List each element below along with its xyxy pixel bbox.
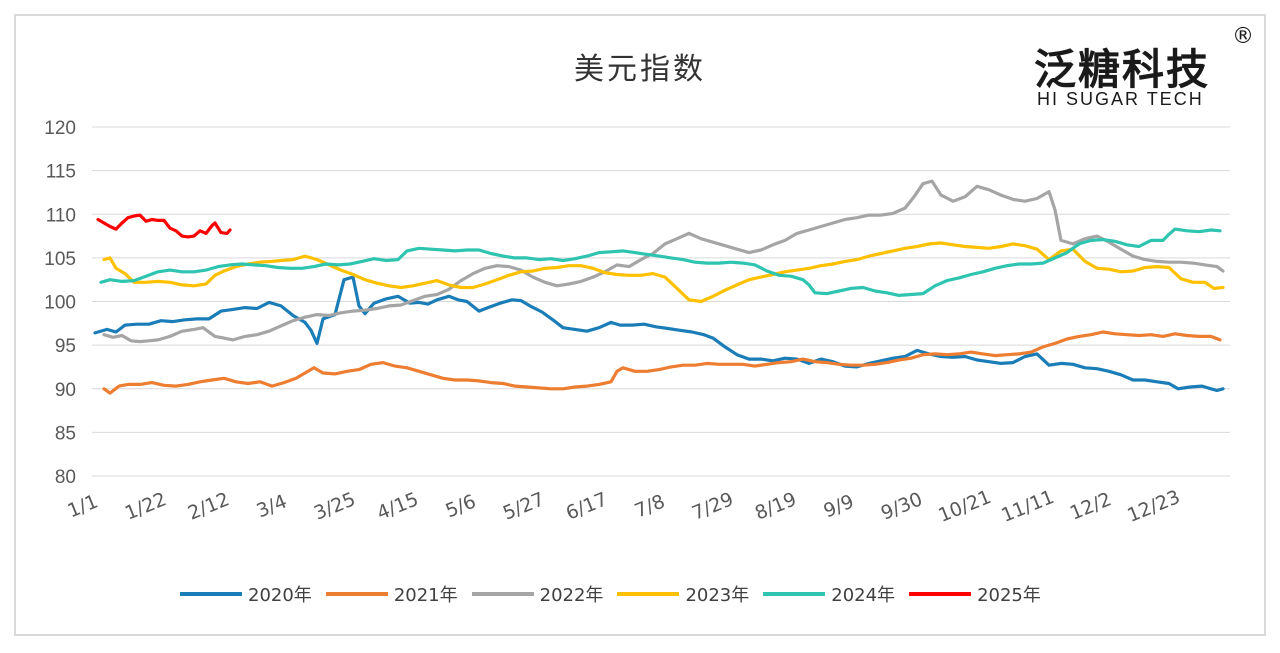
series-line-1 <box>102 330 1222 395</box>
legend-item: 2023年 <box>617 581 749 607</box>
y-tick-label: 95 <box>55 336 76 357</box>
legend-label: 2023年 <box>685 585 750 606</box>
legend-item: 2024年 <box>763 581 895 607</box>
legend-label: 2025年 <box>977 585 1041 606</box>
x-tick-label: 6/17 <box>563 488 611 524</box>
x-tick-label: 7/8 <box>631 491 668 523</box>
y-tick-label: 100 <box>44 293 76 314</box>
series-line-3 <box>102 241 1225 304</box>
registered-mark-icon: ® <box>1232 24 1254 49</box>
x-tick-label: 7/29 <box>689 488 737 524</box>
series-line-2 <box>102 179 1225 344</box>
series-line-4 <box>99 227 1222 297</box>
x-tick-label: 4/15 <box>374 488 422 524</box>
legend-swatch <box>471 592 534 596</box>
x-tick-label: 3/4 <box>253 491 290 523</box>
y-tick-label: 110 <box>46 205 76 226</box>
chart-title: 美元指数 <box>574 52 706 87</box>
x-tick-label: 9/30 <box>878 488 926 524</box>
legend-item: 2025年 <box>909 581 1041 607</box>
legend-swatch <box>617 592 680 596</box>
series-line-0 <box>93 275 1225 393</box>
legend-item: 2021年 <box>325 581 458 607</box>
x-tick-label: 11/11 <box>998 486 1057 527</box>
legend-swatch <box>763 592 826 596</box>
y-tick-label: 120 <box>44 118 76 139</box>
legend-label: 2021年 <box>393 585 458 606</box>
chart-grid <box>92 126 1230 477</box>
x-tick-label: 5/6 <box>442 491 479 523</box>
legend-label: 2020年 <box>248 585 312 606</box>
x-tick-label: 2/12 <box>185 488 233 524</box>
brand-logo-english: HI SUGAR TECH <box>1037 89 1204 109</box>
y-tick-label: 115 <box>46 162 76 183</box>
brand-logo-chinese: 泛糖科技 <box>1034 45 1211 94</box>
y-tick-label: 80 <box>55 467 76 488</box>
x-tick-label: 12/2 <box>1067 488 1115 524</box>
x-tick-label: 8/19 <box>752 488 800 524</box>
x-tick-label: 9/9 <box>820 491 857 523</box>
x-tick-label: 12/23 <box>1124 486 1183 527</box>
x-tick-label: 1/1 <box>64 491 101 523</box>
y-tick-label: 105 <box>44 249 76 270</box>
x-tick-label: 5/27 <box>500 488 548 524</box>
legend-label: 2022年 <box>539 585 604 606</box>
x-tick-label: 1/22 <box>122 488 170 524</box>
y-axis-tick-labels: 80 85 90 95 100 105 110 115 120 <box>44 118 76 488</box>
x-axis-tick-labels: 1/1 1/22 2/12 3/4 3/25 4/15 5/6 5/27 6/17 7/8 7/29… <box>64 486 1183 527</box>
x-tick-label: 3/25 <box>311 488 359 524</box>
chart-legend: 2020年 2021年 2022年 2023年 2024年 2025年 <box>180 581 1055 607</box>
y-tick-label: 90 <box>55 380 76 401</box>
series-line-5 <box>96 213 232 239</box>
legend-swatch <box>180 592 242 596</box>
y-tick-label: 85 <box>55 423 76 444</box>
series-lines <box>93 179 1225 395</box>
legend-swatch <box>325 592 388 596</box>
legend-item: 2020年 <box>180 581 312 607</box>
legend-label: 2024年 <box>831 585 896 606</box>
x-tick-label: 10/21 <box>935 486 994 527</box>
legend-swatch <box>909 592 972 596</box>
legend-item: 2022年 <box>471 581 604 607</box>
